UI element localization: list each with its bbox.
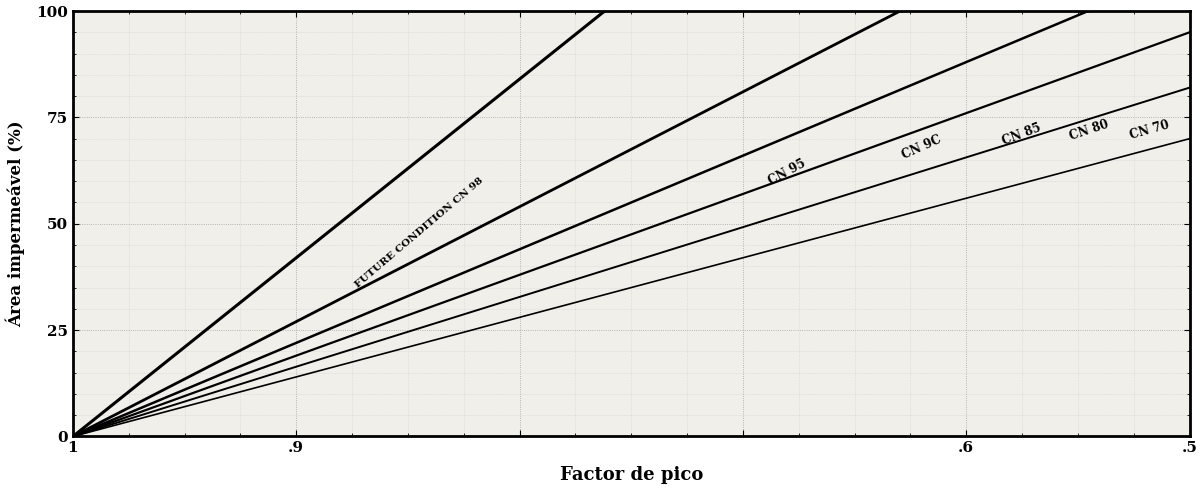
Text: CN 70: CN 70 — [1128, 119, 1171, 142]
Y-axis label: Área impermeável (%): Área impermeável (%) — [6, 121, 25, 327]
Text: FUTURE CONDITION CN 98: FUTURE CONDITION CN 98 — [354, 175, 485, 289]
Text: CN 85: CN 85 — [1001, 121, 1043, 148]
X-axis label: Factor de pico: Factor de pico — [559, 466, 703, 485]
Text: CN 9C: CN 9C — [900, 133, 943, 162]
Text: CN 95: CN 95 — [766, 157, 808, 188]
Text: CN 80: CN 80 — [1068, 118, 1110, 143]
